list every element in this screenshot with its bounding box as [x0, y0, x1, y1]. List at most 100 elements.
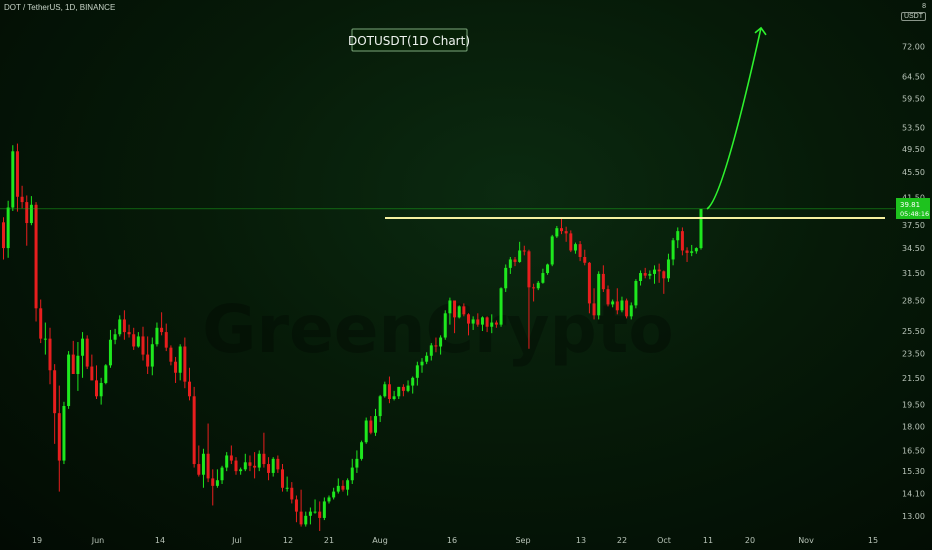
- y-tick-label: 41.50: [902, 193, 925, 202]
- candle: [690, 244, 694, 257]
- candle: [685, 247, 689, 262]
- candle: [104, 364, 108, 385]
- candle: [76, 341, 80, 391]
- candle-body: [546, 264, 550, 274]
- candle-body: [346, 480, 350, 490]
- candle: [308, 507, 312, 525]
- candle-body: [429, 345, 433, 356]
- candle: [555, 225, 559, 238]
- candle-body: [494, 322, 498, 325]
- candle: [457, 305, 461, 319]
- candle-body: [639, 273, 643, 281]
- candle: [634, 279, 638, 309]
- candle-body: [141, 336, 145, 355]
- candle-body: [146, 354, 150, 367]
- candle: [671, 237, 675, 266]
- y-tick-label: 28.50: [902, 297, 925, 306]
- candle-body: [11, 151, 15, 208]
- candle: [494, 320, 498, 328]
- candle: [699, 208, 703, 250]
- candle: [48, 327, 52, 385]
- candle: [136, 332, 140, 348]
- candle-body: [518, 250, 522, 262]
- candle-body: [220, 467, 224, 481]
- candle-body: [555, 228, 559, 237]
- candle-body: [81, 338, 85, 356]
- candle-body: [122, 319, 126, 333]
- candle: [532, 283, 536, 302]
- candle-body: [53, 370, 57, 414]
- candle: [541, 268, 545, 284]
- candle-body: [597, 273, 601, 316]
- candle: [448, 297, 452, 325]
- candle-body: [2, 222, 5, 249]
- y-tick-label: 13.00: [902, 512, 925, 521]
- candle-body: [211, 478, 215, 486]
- symbol-label: DOT / TetherUS, 1D, BINANCE: [4, 3, 116, 12]
- x-tick-label: Jun: [91, 536, 105, 545]
- x-tick-label: 19: [32, 536, 42, 545]
- candle: [34, 202, 38, 322]
- candle: [332, 487, 336, 500]
- x-tick-label: Jul: [231, 536, 242, 545]
- candle: [174, 356, 178, 383]
- candle: [206, 423, 210, 483]
- candle-body: [462, 306, 466, 315]
- currency-badge[interactable]: 8 USDT: [900, 3, 926, 21]
- candle-body: [378, 396, 382, 417]
- candlestick-series: [2, 143, 703, 531]
- candle: [90, 354, 94, 381]
- candle: [508, 256, 512, 274]
- candle-body: [374, 416, 377, 433]
- candle-body: [392, 396, 396, 400]
- candle: [197, 445, 201, 477]
- candle: [57, 385, 61, 492]
- candle: [592, 288, 596, 320]
- candle-body: [592, 303, 596, 316]
- candle-body: [183, 346, 187, 382]
- candle-body: [490, 322, 494, 327]
- candle-body: [225, 455, 229, 468]
- candle: [113, 328, 117, 345]
- candle-body: [169, 347, 173, 362]
- candle-body: [453, 300, 457, 318]
- x-tick-label: 16: [447, 536, 457, 545]
- candle: [155, 322, 159, 347]
- candle-body: [634, 280, 638, 306]
- y-tick-label: 34.50: [902, 244, 925, 253]
- candle-body: [671, 240, 675, 260]
- candle-body: [136, 336, 140, 347]
- candle: [132, 327, 136, 350]
- x-tick-label: 11: [703, 536, 713, 545]
- candle-body: [95, 380, 98, 397]
- candle-body: [425, 355, 429, 362]
- candle: [573, 242, 577, 254]
- candle-body: [532, 287, 536, 289]
- candle-body: [304, 515, 308, 525]
- candle-body: [648, 273, 652, 276]
- candle: [271, 457, 275, 477]
- price-tag-countdown: 05:48:16: [900, 210, 929, 218]
- x-tick-label: 21: [324, 536, 334, 545]
- y-tick-label: 16.50: [902, 446, 925, 455]
- candle-body: [188, 381, 191, 397]
- candle: [150, 337, 154, 376]
- candle-body: [313, 511, 317, 513]
- x-tick-label: Aug: [372, 536, 388, 545]
- price-tag-value: 39.81: [900, 201, 920, 209]
- candle-body: [685, 250, 689, 253]
- candle: [211, 469, 215, 506]
- candle-body: [364, 420, 368, 443]
- candle: [234, 457, 238, 475]
- candle-body: [397, 386, 401, 397]
- candle: [141, 326, 145, 361]
- candle: [346, 478, 350, 496]
- price-axis: 72.00 64.50 59.50 53.50 49.50 45.50 41.50 37.50…: [902, 42, 925, 521]
- y-tick-label: 14.10: [902, 490, 925, 499]
- candle: [467, 313, 470, 336]
- candle: [601, 265, 605, 292]
- y-tick-label: 15.30: [902, 467, 925, 476]
- candle-body: [536, 282, 540, 289]
